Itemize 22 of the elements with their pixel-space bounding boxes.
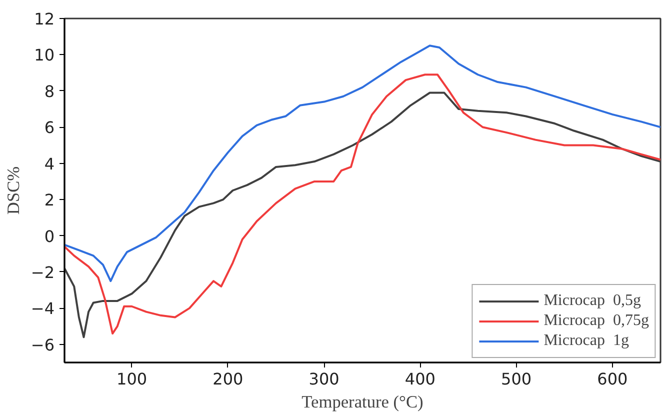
legend-label: Microcap 1g xyxy=(544,332,629,350)
y-tick-label: 2 xyxy=(44,190,55,210)
legend-label: Microcap 0,75g xyxy=(544,312,649,330)
legend-label: Microcap 0,5g xyxy=(544,292,641,310)
line-series xyxy=(64,44,660,282)
x-tick-label: 600 xyxy=(597,370,628,388)
y-tick-label: 12 xyxy=(34,10,54,28)
y-axis-title: DSC% xyxy=(4,166,23,215)
x-tick-label: 500 xyxy=(501,370,532,388)
x-tick-label: 200 xyxy=(212,370,244,388)
y-tick-label: 6 xyxy=(44,118,55,138)
y-tick-label: 0 xyxy=(44,226,55,246)
y-tick-label: 8 xyxy=(44,82,55,101)
y-tick-label: −2 xyxy=(30,262,55,282)
x-tick-label: 400 xyxy=(404,370,436,388)
y-tick-label: 10 xyxy=(34,46,54,65)
y-tick-label: −6 xyxy=(30,335,55,354)
x-tick-label: 300 xyxy=(308,370,340,388)
x-axis-title: Temperature (°C) xyxy=(302,392,424,412)
y-tick-label: 4 xyxy=(44,154,55,174)
y-tick-label: −4 xyxy=(30,299,55,318)
x-tick-label: 100 xyxy=(116,370,148,388)
